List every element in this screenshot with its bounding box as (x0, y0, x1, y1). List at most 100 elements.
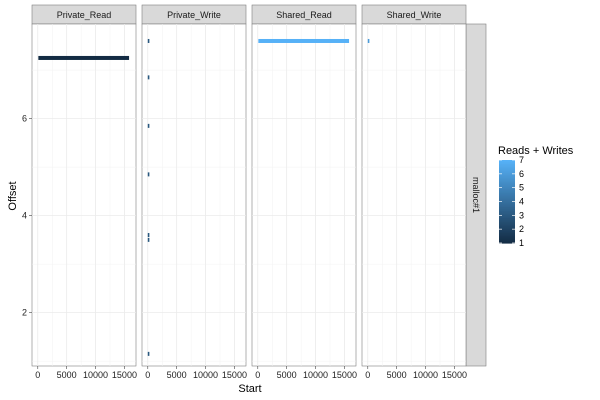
legend-colorbar-step (499, 225, 515, 227)
legend-label: 1 (519, 238, 524, 248)
x-axis-title: Start (238, 383, 261, 395)
legend-colorbar-step (499, 168, 515, 171)
legend-colorbar-step (499, 207, 515, 210)
y-tick-label: 6 (22, 114, 27, 124)
legend-label: 4 (519, 197, 524, 207)
legend: Reads + Writes 1 2 3 4 5 6 7 (498, 145, 574, 248)
legend-colorbar-step (499, 215, 515, 218)
segment-3 (147, 123, 150, 128)
segment-0 (38, 55, 130, 60)
legend-colorbar-step (499, 194, 515, 197)
legend-colorbar-step (499, 162, 515, 165)
legend-colorbar-step (499, 182, 515, 185)
legend-title: Reads + Writes (498, 145, 574, 157)
strip-label-2: Shared_Read (276, 10, 332, 20)
y-tick-label: 4 (22, 211, 27, 221)
legend-colorbar-step (499, 166, 515, 169)
x-tick-label: 5000 (387, 370, 407, 380)
legend-colorbar-step (499, 220, 515, 223)
y-tick-label: 2 (22, 308, 27, 318)
panel-1 (141, 23, 247, 367)
legend-colorbar-step (499, 187, 515, 190)
x-tick-label: 5000 (167, 370, 187, 380)
legend-colorbar-step (499, 189, 515, 192)
x-tick-label: 15000 (112, 370, 137, 380)
x-tick-label: 15000 (332, 370, 357, 380)
legend-colorbar-step (499, 175, 515, 178)
segment-4 (147, 172, 150, 177)
legend-colorbar-step (499, 190, 515, 193)
legend-colorbar-step (499, 172, 515, 175)
segment-2 (147, 75, 150, 80)
legend-colorbar-step (499, 233, 515, 236)
legend-colorbar-step (499, 186, 515, 189)
legend-colorbar-step (499, 222, 515, 225)
legend-colorbar-step (499, 197, 515, 200)
legend-colorbar-step (499, 209, 515, 212)
x-tick-label: 10000 (303, 370, 328, 380)
legend-colorbar-step (499, 179, 515, 182)
legend-colorbar-step (499, 173, 515, 176)
legend-colorbar-step (499, 165, 515, 168)
legend-label: 2 (519, 224, 524, 234)
legend-colorbar-step (499, 223, 515, 226)
x-tick-label: 10000 (83, 370, 108, 380)
legend-colorbar-step (499, 164, 515, 167)
legend-label: 5 (519, 183, 524, 193)
legend-colorbar-step (499, 202, 515, 205)
legend-colorbar-step (499, 193, 515, 196)
legend-colorbar-step (499, 229, 515, 232)
y-axis-title: Offset (7, 181, 19, 210)
legend-colorbar-step (499, 171, 515, 174)
legend-colorbar-step (499, 241, 515, 244)
legend-colorbar-step (499, 218, 515, 221)
legend-colorbar-step (499, 184, 515, 187)
legend-colorbar-step (499, 240, 515, 243)
strip-label-1: Private_Write (167, 10, 221, 20)
legend-colorbar-step (499, 208, 515, 211)
legend-colorbar-step (499, 213, 515, 216)
legend-colorbar-step (499, 219, 515, 222)
panel-2 (251, 23, 357, 367)
legend-label: 6 (519, 169, 524, 179)
legend-colorbar-step (499, 183, 515, 186)
segment-1 (147, 38, 150, 43)
x-tick-label: 0 (145, 370, 150, 380)
panels (31, 23, 467, 367)
legend-colorbar-step (499, 180, 515, 183)
legend-colorbar-step (499, 204, 515, 207)
segment-8 (258, 38, 350, 43)
legend-colorbar-step (499, 177, 515, 180)
legend-colorbar-step (499, 160, 515, 162)
x-tick-label: 10000 (413, 370, 438, 380)
panel-3 (361, 23, 467, 367)
legend-colorbar-step (499, 161, 515, 164)
legend-label: 7 (519, 155, 524, 165)
legend-colorbar-step (499, 191, 515, 194)
segment-9 (367, 38, 370, 43)
x-tick-label: 0 (255, 370, 260, 380)
legend-colorbar-step (499, 212, 515, 215)
legend-colorbar-step (499, 205, 515, 208)
segment-6 (147, 237, 150, 242)
legend-colorbar-step (499, 200, 515, 203)
x-tick-label: 15000 (442, 370, 467, 380)
x-tick-label: 5000 (57, 370, 77, 380)
strip-label-3: Shared_Write (387, 10, 442, 20)
legend-colorbar-step (499, 227, 515, 230)
legend-colorbar-step (499, 211, 515, 214)
legend-colorbar-step (499, 236, 515, 239)
legend-colorbar-step (499, 230, 515, 233)
x-tick-label: 0 (35, 370, 40, 380)
x-tick-label: 5000 (277, 370, 297, 380)
panel-strips: Private_Read Private_Write Shared_Read Shar… (31, 4, 487, 367)
segment-5 (147, 233, 150, 238)
legend-colorbar-step (499, 201, 515, 204)
legend-colorbar-step (499, 237, 515, 240)
axes: 0 5000 10000 15000 0 5000 10000 15000 0 5000 10000… (22, 114, 467, 380)
legend-colorbar-step (499, 195, 515, 198)
data-segments (38, 38, 370, 356)
x-tick-label: 0 (365, 370, 370, 380)
legend-colorbar-step (499, 198, 515, 201)
legend-colorbar-step (499, 226, 515, 229)
